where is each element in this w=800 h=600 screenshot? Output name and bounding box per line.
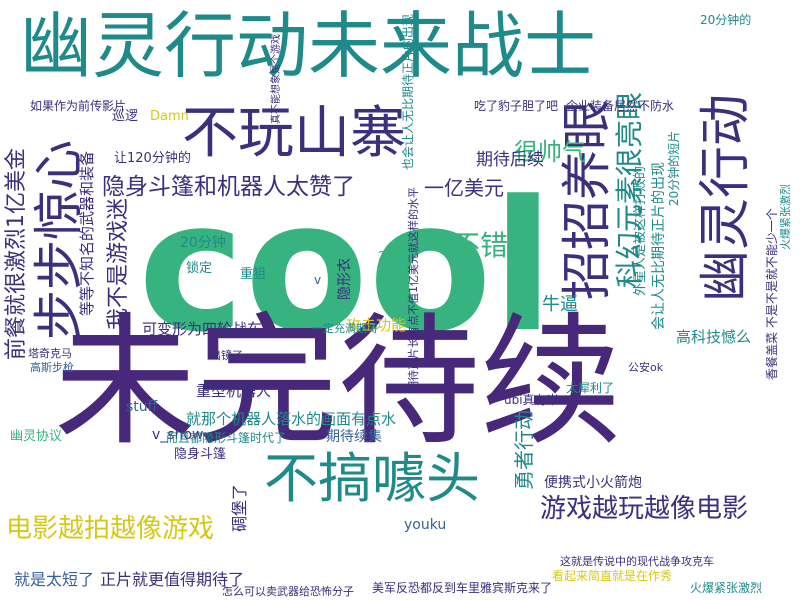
- word-chujingle: 出镜了: [210, 349, 243, 362]
- word-luoshui: 就那个机器人落水的画面有点水: [186, 410, 397, 428]
- word-tai-xili: 太犀利了: [566, 381, 615, 395]
- word-yinshen-doupeng: 隐身斗篷: [174, 447, 227, 462]
- word-qidai-houxu: 期待后续: [476, 150, 544, 170]
- word-ubi: ubi真有米: [504, 393, 559, 407]
- word-gaosi-buqiang: 高斯步枪: [30, 361, 74, 374]
- word-bu-zhi-yiyi: 期待正片长有点不值1亿美元就这样的水平: [407, 187, 420, 392]
- word-zhengpian-qidai: 正片就更值得期待了: [100, 570, 245, 589]
- word-zhongxing-jiqiren: 重型机器人: [196, 382, 272, 400]
- word-taqikema: 塔奇克马: [28, 347, 72, 360]
- word-qidai-zhengpian-b: 会让人无比期待正片的出现: [651, 162, 667, 330]
- word-huobao-b: 火爆紧张激烈: [779, 184, 792, 250]
- word-jiushi-taiduanle: 就是太短了: [14, 570, 95, 589]
- word-dianying-yuepai: 电影越拍越像游戏: [6, 514, 215, 544]
- word-v: v: [314, 273, 322, 287]
- word-120fenzhong: 让120分钟的: [114, 151, 191, 166]
- word-hen-shuaiqi: 很帅气: [514, 138, 586, 166]
- word-qidai-zhengpian-a: 也会让人无比期待正片的出现: [401, 13, 415, 170]
- word-gaokeji: 高科技憾么: [676, 328, 752, 346]
- word-huobao: 火爆紧张激烈: [690, 581, 763, 595]
- word-bu-wan-shanzhai: 不玩山寨: [182, 101, 406, 166]
- word-xiangcan: 香餐盖菜 不是不是就不能少一个: [765, 208, 779, 380]
- word-zhongju: 重狙: [240, 267, 267, 282]
- word-qiancan-jilie: 前餐就很激烈1亿美金: [4, 148, 29, 360]
- word-gongkeche: 这就是传说中的现代战争攻克车: [560, 555, 714, 568]
- word-youxi-yuewan: 游戏越玩越像电影: [540, 494, 749, 524]
- word-diaobaole: 碉堡了: [230, 483, 249, 532]
- word-20fenzhong: 20分钟: [180, 235, 226, 251]
- word-bucuo: 不错: [452, 229, 509, 262]
- word-silun-zhanche: 可变形为四轮战车: [142, 320, 263, 338]
- word-20fenzhong-duanpian: 20分钟的短片: [667, 130, 681, 206]
- word-suoding: 锁定: [186, 261, 213, 276]
- word-yiding-qidai: 一定充满期待: [312, 322, 378, 335]
- word-bufangshui: 企业装备居然不防水: [566, 99, 675, 113]
- word-stuff: stuff: [126, 399, 158, 415]
- word-2fenzhong: 2分钟: [378, 249, 410, 263]
- word-gongji-gongneng: 攻击功能: [346, 316, 407, 334]
- word-yinxing-doupeng-shidai: 而且都隐形斗篷时代了: [166, 431, 287, 445]
- word-xunluo: 巡逻: [112, 109, 139, 124]
- word-waixingren: 外星人是被这样打败的: [633, 165, 648, 296]
- word-cool: cool: [138, 163, 554, 372]
- word-v-show: v_show: [152, 427, 204, 443]
- word-youku: youku: [404, 517, 447, 533]
- word-youling-xingdong: 幽灵行动: [696, 93, 756, 302]
- word-zhaozhao-yangyan: 招招养眼: [558, 100, 616, 300]
- word-bugao-xiaotou: 不搞噱头: [264, 447, 480, 510]
- word-wuqi-zhuangbei: 等等不知名的武器和装备: [78, 150, 96, 316]
- word-niubi: 牛逼: [542, 294, 578, 315]
- word-qianchuan: 如果作为前传影片: [30, 99, 127, 113]
- word-zuoxiu: 看起来简直就是在作秀: [552, 569, 673, 583]
- word-yiyi-meiyuan: 一亿美元: [424, 176, 504, 200]
- word-gongan-ok: 公安ok: [628, 361, 664, 374]
- word-yongzhe-xingdong: 勇者行动: [512, 410, 536, 490]
- word-mai-wuqi: 怎么可以卖武器给恐怖分子: [222, 585, 354, 598]
- word-youling-weilai: 幽灵行动未来战士: [20, 4, 597, 88]
- word-bu-neng-xiangxiang: 真不能想象是个游戏: [271, 34, 282, 124]
- word-baozidan: 吃了豹子胆了吧: [474, 99, 559, 113]
- word-yinshen-doupeng-jiqiren: 隐身斗篷和机器人太赞了: [102, 174, 355, 200]
- word-yinxingyi: 隐形衣: [337, 258, 353, 300]
- word-xiaohuojianpao: 便携式小火箭炮: [544, 475, 642, 491]
- word-youling-xieyi: 幽灵协议: [10, 429, 63, 444]
- word-damn: Damn: [150, 109, 189, 124]
- word-20fenzhong-de: 20分钟的: [700, 13, 752, 27]
- word-fankong: 美军反恐都反到车里雅宾斯克来了: [372, 581, 553, 595]
- word-qidai-xuji: 期待续集: [326, 429, 382, 445]
- word-weiwan-daixu: 未完待续: [54, 300, 622, 465]
